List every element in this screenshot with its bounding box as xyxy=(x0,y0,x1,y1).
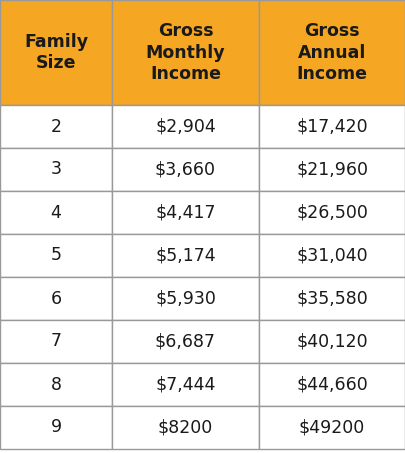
Bar xyxy=(112,105,259,148)
Text: $49200: $49200 xyxy=(299,419,365,437)
Bar xyxy=(259,277,405,320)
Text: $44,660: $44,660 xyxy=(296,376,368,394)
Bar xyxy=(0,105,112,148)
Bar xyxy=(0,363,112,406)
Bar xyxy=(0,320,112,363)
Text: Gross
Monthly
Income: Gross Monthly Income xyxy=(146,22,225,83)
Bar xyxy=(112,363,259,406)
Text: 8: 8 xyxy=(51,376,62,394)
Text: Gross
Annual
Income: Gross Annual Income xyxy=(296,22,367,83)
Bar xyxy=(0,406,112,449)
Bar xyxy=(259,105,405,148)
Text: Family
Size: Family Size xyxy=(24,33,88,72)
Bar xyxy=(112,320,259,363)
Bar xyxy=(259,191,405,234)
Text: $4,417: $4,417 xyxy=(155,203,216,222)
Text: $31,040: $31,040 xyxy=(296,246,368,265)
Bar xyxy=(112,234,259,277)
Text: $7,444: $7,444 xyxy=(155,376,216,394)
Text: $6,687: $6,687 xyxy=(155,333,216,351)
Text: $35,580: $35,580 xyxy=(296,289,368,308)
Text: $21,960: $21,960 xyxy=(296,160,368,178)
Text: $8200: $8200 xyxy=(158,419,213,437)
Text: 7: 7 xyxy=(51,333,62,351)
Bar xyxy=(259,234,405,277)
Text: $17,420: $17,420 xyxy=(296,117,368,135)
Text: 9: 9 xyxy=(51,419,62,437)
Bar xyxy=(112,148,259,191)
Bar xyxy=(0,148,112,191)
Text: 5: 5 xyxy=(51,246,62,265)
Text: $5,930: $5,930 xyxy=(155,289,216,308)
Bar xyxy=(259,363,405,406)
Bar xyxy=(259,148,405,191)
Bar xyxy=(112,191,259,234)
Text: $3,660: $3,660 xyxy=(155,160,216,178)
Bar xyxy=(259,0,405,105)
Bar xyxy=(112,406,259,449)
Text: $2,904: $2,904 xyxy=(155,117,216,135)
Bar xyxy=(0,0,112,105)
Bar xyxy=(0,277,112,320)
Text: 2: 2 xyxy=(51,117,62,135)
Text: 4: 4 xyxy=(51,203,62,222)
Text: $5,174: $5,174 xyxy=(155,246,216,265)
Bar xyxy=(259,320,405,363)
Text: 3: 3 xyxy=(51,160,62,178)
Bar xyxy=(112,277,259,320)
Bar xyxy=(0,191,112,234)
Text: 6: 6 xyxy=(51,289,62,308)
Bar xyxy=(0,234,112,277)
Bar xyxy=(259,406,405,449)
Text: $40,120: $40,120 xyxy=(296,333,368,351)
Text: $26,500: $26,500 xyxy=(296,203,368,222)
Bar xyxy=(112,0,259,105)
